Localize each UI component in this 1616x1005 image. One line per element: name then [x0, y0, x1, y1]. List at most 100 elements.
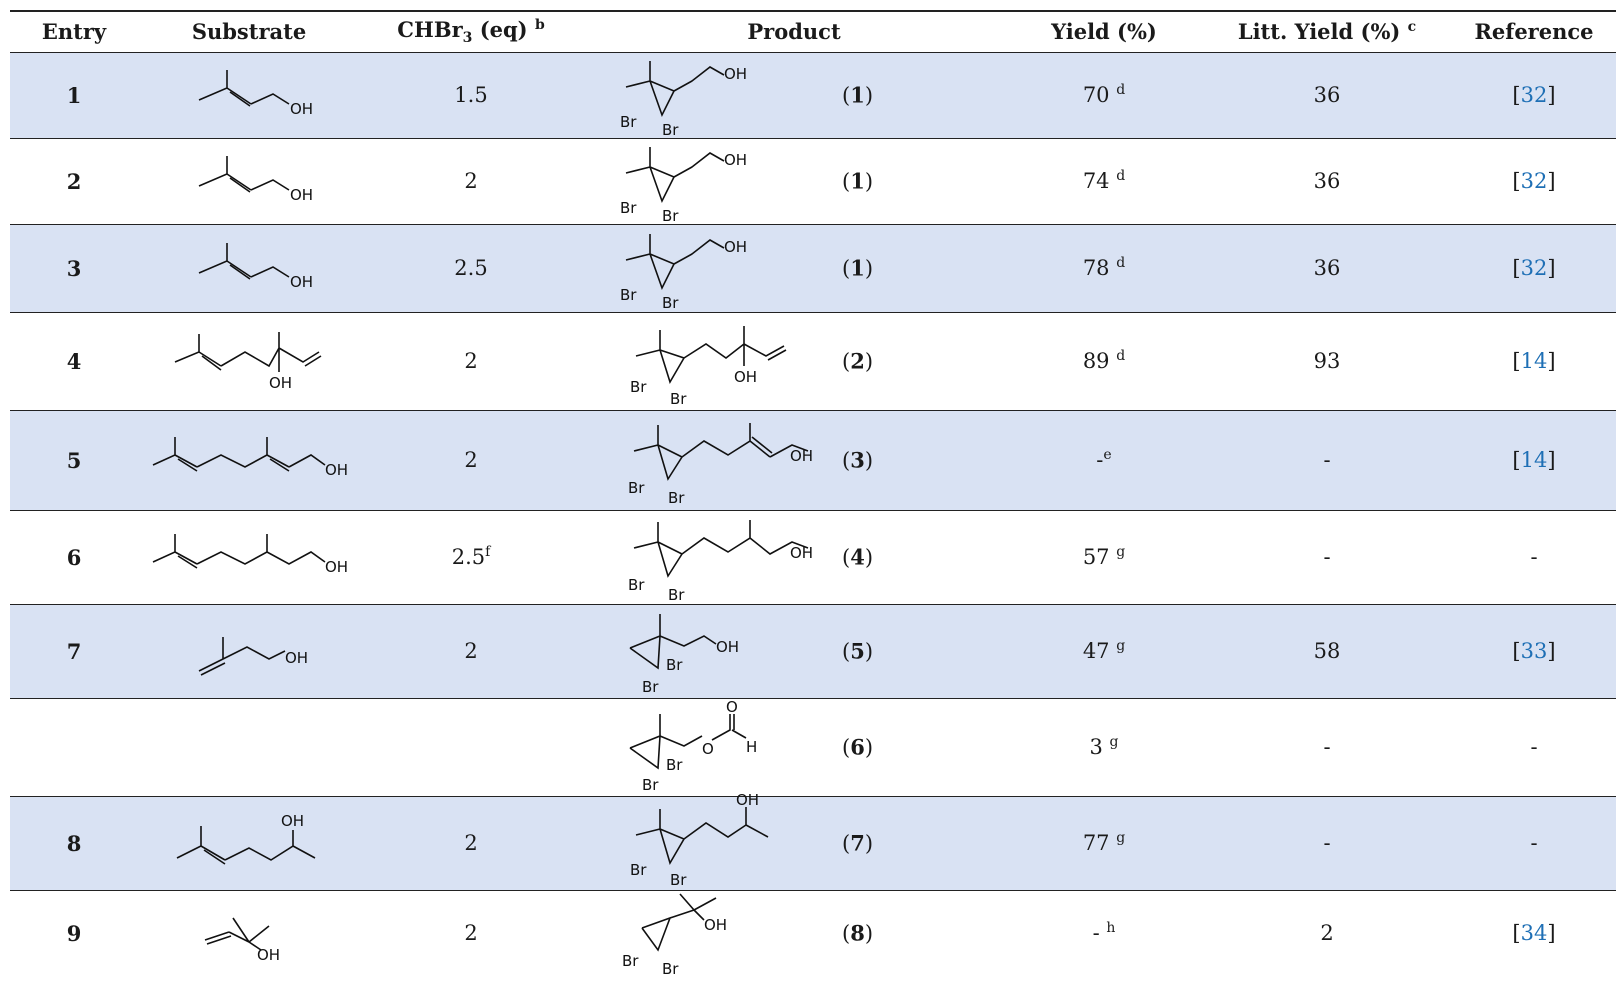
reference-link[interactable]: 32 — [1520, 169, 1548, 193]
product-number: (1) — [842, 168, 874, 194]
substrate-geraniol-structure: OH — [152, 437, 348, 479]
product-4-structure: OH Br Br — [628, 520, 813, 604]
chbr3-equiv: 2 — [464, 169, 478, 193]
product-cell: OH Br Br (3) — [582, 410, 1006, 510]
product-5-structure: OH Br Br — [629, 614, 739, 696]
substrate-structure: OH — [138, 510, 360, 604]
reference-cell[interactable]: [32] — [1512, 256, 1556, 280]
substrate-structure: OH — [138, 138, 360, 224]
svg-text:Br: Br — [662, 207, 679, 225]
substrate-structure: OH — [138, 410, 360, 510]
reference-cell[interactable]: [32] — [1512, 83, 1556, 107]
svg-text:Br: Br — [620, 113, 637, 131]
entry-number: 9 — [66, 920, 82, 946]
substrate-methylbutenol-structure: OH — [204, 917, 280, 964]
yield-value: 89 d — [1082, 348, 1126, 373]
svg-text:OH: OH — [704, 916, 727, 934]
substrate-structure: OH — [138, 52, 360, 138]
svg-text:OH: OH — [290, 100, 313, 118]
entry-number: 7 — [66, 638, 82, 664]
product-1-structure: OH Br Br — [620, 234, 747, 312]
product-2-structure: OH Br Br — [630, 326, 787, 408]
table-row: 7 OH 2 OH Br Br (5) 47 g — [10, 604, 1616, 698]
reference-cell[interactable]: [32] — [1512, 169, 1556, 193]
product-number: (7) — [842, 830, 874, 856]
product-number: (4) — [842, 544, 874, 570]
litt-yield-value: 2 — [1320, 921, 1334, 946]
header-substrate: Substrate — [191, 19, 307, 45]
litt-yield-value: - — [1323, 735, 1331, 759]
svg-text:OH: OH — [290, 186, 313, 204]
litt-yield-value: - — [1323, 545, 1331, 569]
header-yield: Yield (%) — [1051, 19, 1157, 45]
svg-text:O: O — [702, 740, 714, 758]
substrate-structure: OH — [138, 224, 360, 312]
svg-text:Br: Br — [662, 294, 679, 312]
product-cell: OH Br Br (1) — [582, 52, 1006, 139]
table-row: 5 OH 2 OH Br Br (3) -e — [10, 410, 1616, 510]
svg-text:Br: Br — [628, 576, 645, 594]
substrate-structure: OH — [138, 890, 360, 976]
entry-number: 1 — [66, 82, 82, 108]
reference-cell[interactable]: [14] — [1512, 448, 1556, 472]
header-litt-yield: Litt. Yield (%) c — [1237, 19, 1417, 45]
product-number: (1) — [842, 255, 874, 281]
reference-link[interactable]: 14 — [1520, 349, 1548, 373]
litt-yield-value: - — [1323, 448, 1331, 472]
reference-cell[interactable]: [34] — [1512, 921, 1556, 946]
svg-text:Br: Br — [666, 656, 683, 674]
reference-link[interactable]: 33 — [1520, 639, 1548, 663]
svg-text:Br: Br — [620, 286, 637, 304]
product-8-structure: OH Br Br — [622, 893, 727, 978]
svg-text:Br: Br — [628, 479, 645, 497]
product-number: (5) — [842, 638, 874, 664]
product-cell: OH Br Br (1) — [582, 138, 1006, 225]
product-6-structure: O O H Br Br — [629, 698, 757, 794]
reference-cell: - — [1530, 831, 1538, 855]
svg-text:Br: Br — [630, 378, 647, 396]
header-row: Entry Substrate CHBr3 (eq) b Product Yie… — [10, 11, 1616, 52]
svg-text:OH: OH — [724, 151, 747, 169]
svg-text:OH: OH — [257, 946, 280, 964]
yield-value: -e — [1096, 447, 1112, 472]
table-row: 1 OH 1.5 OH Br Br (1) 70 — [10, 52, 1616, 139]
svg-text:OH: OH — [790, 447, 813, 465]
substrate-prenol-structure: OH — [198, 156, 313, 204]
table-row: 6 OH 2.5f OH Br Br (4) 5 — [10, 510, 1616, 604]
svg-text:OH: OH — [734, 368, 757, 386]
table-row: 8 OH 2 OH Br Br (7) 77 g — [10, 791, 1616, 890]
svg-text:Br: Br — [642, 678, 659, 696]
svg-text:Br: Br — [620, 199, 637, 217]
table-row: 3 OH 2.5 OH Br Br (1) 78 — [10, 224, 1616, 312]
chbr3-equiv: 1.5 — [454, 83, 488, 107]
chbr3-equiv — [360, 698, 582, 796]
header-entry: Entry — [41, 19, 107, 45]
reference-link[interactable]: 34 — [1520, 921, 1548, 946]
svg-text:Br: Br — [662, 121, 679, 139]
chbr3-equiv: 2.5f — [451, 544, 491, 569]
product-cell: OH Br Br (4) — [582, 510, 1006, 604]
product-cell: O O H Br Br (6) — [582, 698, 1006, 796]
product-number: (3) — [842, 447, 874, 473]
svg-text:OH: OH — [285, 649, 308, 667]
chbr3-equiv: 2.5 — [454, 256, 488, 280]
product-number: (1) — [842, 82, 874, 108]
substrate-structure: OH — [138, 604, 360, 698]
litt-yield-value: 58 — [1313, 639, 1341, 663]
header-chbr3: CHBr3 (eq) b — [397, 17, 545, 47]
litt-yield-value: 36 — [1313, 256, 1341, 280]
header-reference: Reference — [1474, 19, 1594, 45]
reference-link[interactable]: 32 — [1520, 256, 1548, 280]
svg-text:OH: OH — [790, 544, 813, 562]
substrate-prenol-structure: OH — [198, 243, 313, 291]
entry-number: 4 — [66, 348, 82, 374]
reference-link[interactable]: 14 — [1520, 448, 1548, 472]
svg-text:Br: Br — [666, 756, 683, 774]
reference-cell[interactable]: [33] — [1512, 639, 1556, 663]
reference-link[interactable]: 32 — [1520, 83, 1548, 107]
product-3-structure: OH Br Br — [628, 423, 813, 507]
reference-cell[interactable]: [14] — [1512, 349, 1556, 373]
svg-text:Br: Br — [668, 489, 685, 507]
table-row: 4 OH 2 OH Br Br (2) 89 d — [10, 312, 1616, 410]
litt-yield-value: - — [1323, 831, 1331, 855]
